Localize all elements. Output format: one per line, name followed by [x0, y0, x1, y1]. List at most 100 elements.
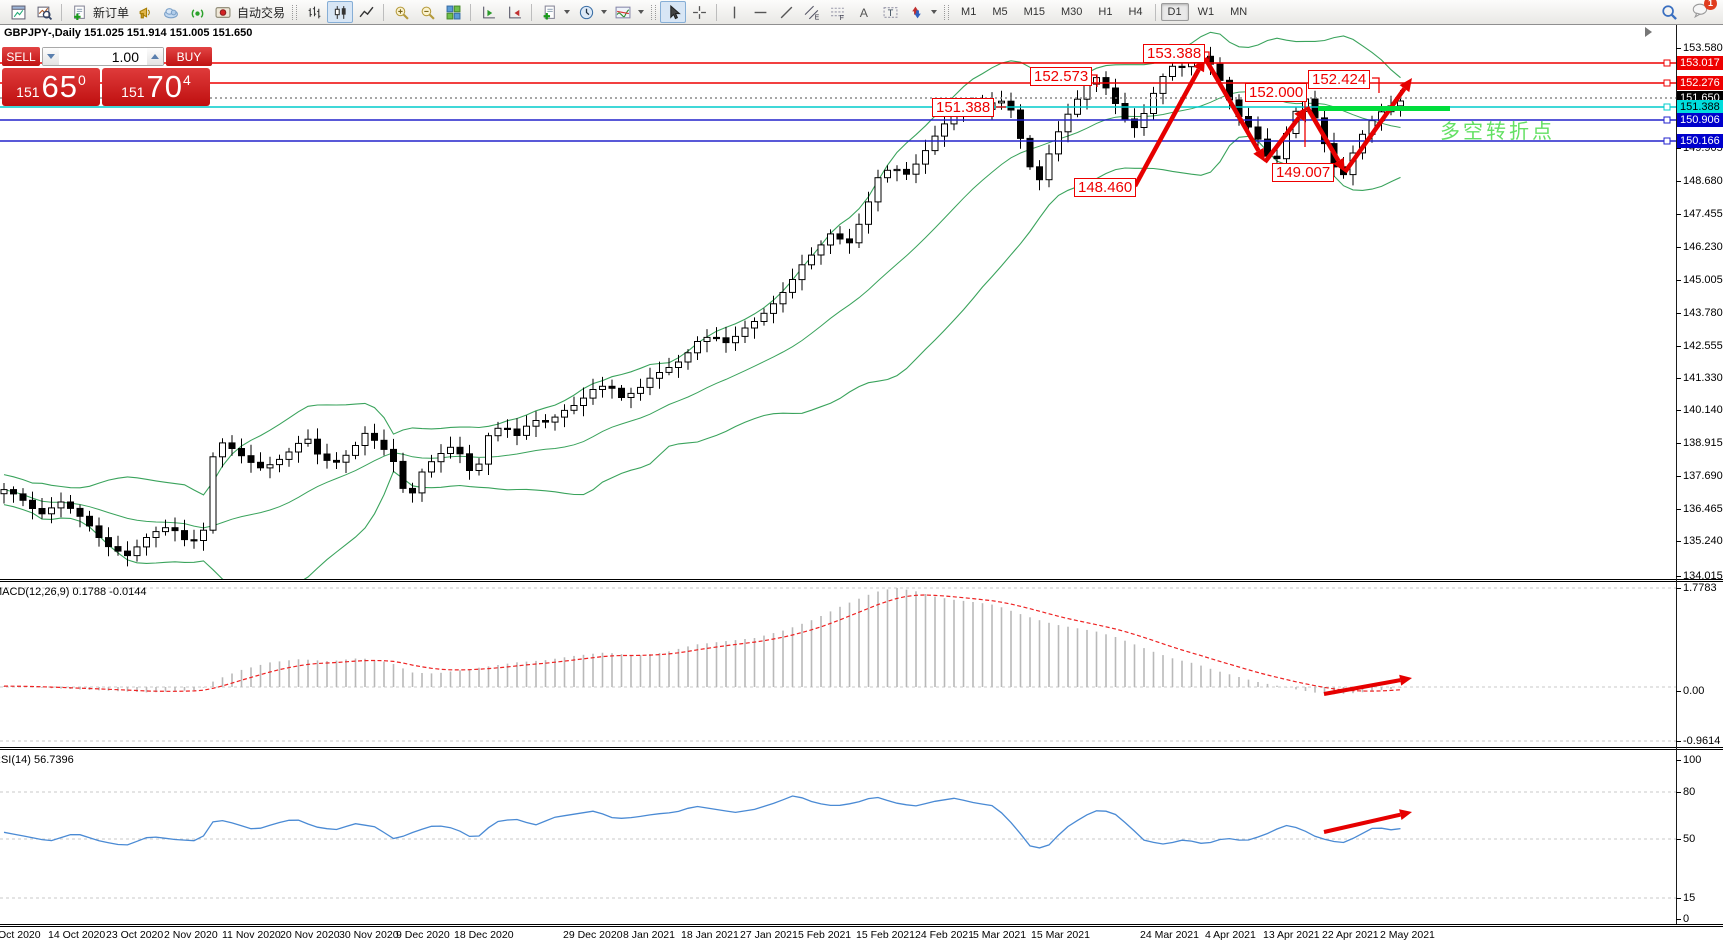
support-line-segment[interactable]	[1318, 106, 1450, 111]
templates-button[interactable]	[536, 1, 562, 23]
macd-canvas[interactable]	[0, 582, 1676, 747]
yaxis-tick: 148.680	[1683, 175, 1723, 187]
toolbar-separator	[61, 3, 62, 21]
timeframe-mn-button[interactable]: MN	[1230, 6, 1248, 18]
candle-chart-button[interactable]	[327, 1, 354, 23]
macd-axis-tick: 0.00	[1683, 685, 1705, 697]
zoom-out-button[interactable]	[414, 1, 440, 23]
chart-shift-marker[interactable]	[1645, 27, 1652, 37]
price-annotation-label[interactable]: 152.424	[1308, 70, 1371, 89]
pane-splitter[interactable]	[0, 747, 1723, 750]
sell-button[interactable]: SELL	[2, 47, 40, 66]
timeframe-m5-button[interactable]: M5	[992, 6, 1008, 18]
chart-window-button[interactable]	[5, 1, 31, 23]
auto-scroll-button[interactable]	[501, 1, 527, 23]
line-chart-button[interactable]	[353, 1, 379, 23]
chevron-down-icon[interactable]	[601, 10, 608, 14]
timeframe-h4-button[interactable]: H4	[1128, 6, 1143, 18]
chevron-down-icon[interactable]	[638, 10, 645, 14]
chevron-down-icon[interactable]	[931, 10, 938, 14]
xaxis-date-label: 13 Apr 2021	[1263, 929, 1320, 941]
timeframe-m30-button[interactable]: M30	[1061, 6, 1083, 18]
trendline-button[interactable]	[773, 1, 799, 23]
xaxis-date-label: 23 Oct 2020	[106, 929, 164, 941]
channel-button[interactable]: E	[799, 1, 825, 23]
indicators-button[interactable]	[610, 1, 636, 23]
yaxis-tick: 142.555	[1683, 340, 1723, 352]
price-annotation-label[interactable]: 151.388	[932, 98, 995, 117]
timeframe-m1-button[interactable]: M1	[961, 6, 977, 18]
channel-icon: E	[804, 5, 820, 20]
trendline-icon	[779, 5, 794, 20]
chinese-annotation[interactable]: 多空转折点	[1440, 121, 1555, 143]
sell-price-button[interactable]: 151 65 0	[2, 68, 100, 106]
xaxis-date-label: 2 May 2021	[1380, 929, 1435, 941]
macd-axis-tick: -0.9614	[1683, 735, 1721, 747]
templates-icon	[542, 5, 557, 20]
search-button[interactable]	[1656, 1, 1682, 23]
new-order-button[interactable]	[66, 1, 92, 23]
arrows-button[interactable]	[903, 1, 929, 23]
search-icon	[1661, 4, 1678, 21]
vertical-line-button[interactable]	[721, 1, 747, 23]
tile-windows-button[interactable]	[440, 1, 466, 23]
horizontal-line-button[interactable]	[747, 1, 773, 23]
chat-icon	[1692, 3, 1710, 22]
volume-increase-button[interactable]	[147, 48, 163, 65]
timeframe-d1-button[interactable]: D1	[1160, 3, 1189, 21]
toolbar-drag-handle	[292, 4, 298, 20]
chart-search-icon	[37, 5, 52, 20]
rsi-axis-tick: 15	[1683, 892, 1696, 904]
rsi-pane[interactable]: RSI(14) 56.7396	[0, 750, 1676, 924]
vertical-line-icon	[727, 5, 742, 20]
zoom-in-button[interactable]	[388, 1, 414, 23]
xaxis-date-label: 20 Nov 2020	[280, 929, 340, 941]
bar-chart-button[interactable]	[301, 1, 327, 23]
chevron-down-icon[interactable]	[564, 10, 571, 14]
scroll-to-end-button[interactable]	[475, 1, 501, 23]
timeframe-m15-button[interactable]: M15	[1023, 6, 1045, 18]
timeframe-h1-button[interactable]: H1	[1098, 6, 1113, 18]
xaxis-date-label: 5 Mar 2021	[973, 929, 1027, 941]
volume-decrease-button[interactable]	[43, 48, 59, 65]
signal-button[interactable]	[184, 1, 210, 23]
timeframe-w1-button[interactable]: W1	[1197, 6, 1215, 18]
megaphone-button[interactable]	[132, 1, 158, 23]
main-chart-pane[interactable]: 153.388 152.573 151.388 152.424 152.000 149.0…	[0, 25, 1676, 591]
yaxis-tick: 147.455	[1683, 208, 1723, 220]
macd-axis-tick: 1.7783	[1683, 582, 1717, 594]
pane-splitter[interactable]	[0, 579, 1723, 582]
fibonacci-button[interactable]: F	[825, 1, 851, 23]
buy-button[interactable]: BUY	[166, 47, 212, 66]
rsi-canvas[interactable]	[0, 750, 1676, 924]
macd-label: MACD(12,26,9) 0.1788 -0.0144	[0, 586, 147, 598]
autotrade-label[interactable]: 自动交易	[237, 5, 286, 20]
yaxis-tick: 141.330	[1683, 372, 1723, 384]
main-chart-canvas[interactable]	[0, 25, 1676, 591]
yaxis-tick: 134.015	[1683, 570, 1723, 582]
one-click-trading-panel: SELL 1.00 BUY 151 65 0 151 70 4	[2, 47, 212, 106]
pane-splitter	[0, 924, 1723, 927]
chart-search-button[interactable]	[31, 1, 57, 23]
label-button[interactable]: T	[877, 1, 903, 23]
price-annotation-label[interactable]: 152.573	[1030, 67, 1093, 86]
yaxis-tick: 143.780	[1683, 307, 1723, 319]
periods-button[interactable]	[573, 1, 599, 23]
zoom-out-icon	[420, 5, 435, 20]
cursor-button[interactable]	[660, 1, 687, 23]
price-annotation-label[interactable]: 153.388	[1143, 44, 1206, 63]
cloud-button[interactable]	[158, 1, 184, 23]
buy-price-button[interactable]: 151 70 4	[102, 68, 210, 106]
price-axis-border	[1676, 25, 1677, 924]
price-annotation-label[interactable]: 152.000	[1245, 83, 1308, 102]
price-annotation-label[interactable]: 149.007	[1272, 163, 1335, 182]
xaxis-date-label: 27 Jan 2021	[740, 929, 798, 941]
price-annotation-label[interactable]: 148.460	[1074, 178, 1137, 197]
autotrade-button[interactable]	[210, 1, 236, 23]
crosshair-button[interactable]	[686, 1, 712, 23]
macd-pane[interactable]: MACD(12,26,9) 0.1788 -0.0144	[0, 582, 1676, 747]
new-order-label[interactable]: 新订单	[93, 5, 130, 20]
chat-button[interactable]: 1	[1692, 0, 1717, 23]
volume-value[interactable]: 1.00	[111, 48, 139, 65]
text-button[interactable]: A	[851, 1, 877, 23]
